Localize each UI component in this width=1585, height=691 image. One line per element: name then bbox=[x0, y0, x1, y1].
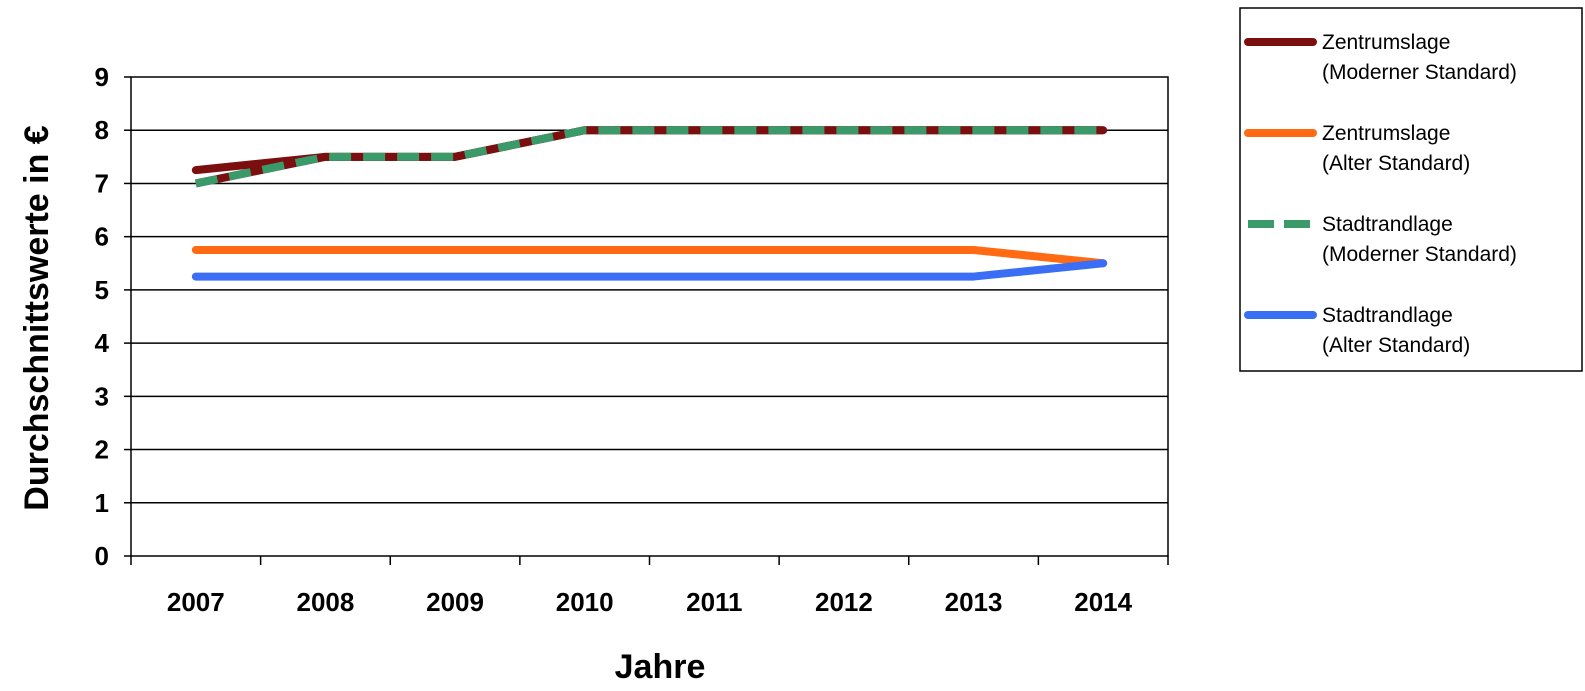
y-tick-label: 6 bbox=[95, 222, 109, 252]
y-axis-title: Durchschnittswerte in € bbox=[18, 125, 56, 511]
y-tick-label: 1 bbox=[95, 488, 109, 518]
series-line-0 bbox=[191, 126, 1108, 175]
x-tick-label: 2008 bbox=[297, 587, 355, 617]
legend-label-1-line2: (Alter Standard) bbox=[1322, 152, 1470, 175]
legend-label-2-line1: Stadtrandlage bbox=[1322, 213, 1453, 236]
x-tick-label: 2014 bbox=[1074, 587, 1132, 617]
y-tick-labels: 0 1 2 3 4 5 6 7 8 9 bbox=[95, 62, 110, 571]
legend-label-1-line1: Zentrumslage bbox=[1322, 122, 1450, 145]
y-tick-label: 3 bbox=[95, 381, 109, 411]
x-tick-label: 2011 bbox=[686, 587, 742, 617]
grid-lines bbox=[131, 129, 1168, 504]
x-tick-label: 2012 bbox=[815, 587, 873, 617]
legend-label-0-line2: (Moderner Standard) bbox=[1322, 61, 1517, 84]
x-tick-labels: 2007 2008 2009 2010 2011 2012 2013 2014 bbox=[167, 587, 1133, 617]
y-tick-label: 7 bbox=[95, 168, 109, 198]
x-axis-title: Jahre bbox=[615, 648, 706, 686]
y-tick-label: 4 bbox=[95, 328, 110, 358]
series-line-1 bbox=[191, 245, 1108, 268]
y-tick-label: 5 bbox=[95, 275, 109, 305]
plot-frame bbox=[130, 76, 1169, 557]
y-tick-label: 9 bbox=[95, 62, 109, 92]
y-tick-label: 0 bbox=[95, 541, 109, 571]
legend-label-2-line2: (Moderner Standard) bbox=[1322, 243, 1517, 266]
x-tick-label: 2009 bbox=[426, 587, 484, 617]
legend-label-3-line1: Stadtrandlage bbox=[1322, 304, 1453, 327]
legend-label-3-line2: (Alter Standard) bbox=[1322, 334, 1470, 357]
y-tick-label: 2 bbox=[95, 435, 109, 465]
series-line-3 bbox=[191, 259, 1108, 281]
y-tick-label: 8 bbox=[95, 115, 109, 145]
axes bbox=[124, 76, 1169, 565]
legend-frame bbox=[1239, 7, 1583, 372]
legend-label-0-line1: Zentrumslage bbox=[1322, 31, 1450, 54]
legend: Zentrumslage (Moderner Standard) Zentrumsl… bbox=[1239, 7, 1583, 372]
x-tick-label: 2007 bbox=[167, 587, 225, 617]
series-lines bbox=[191, 126, 1108, 281]
series-line-2 bbox=[195, 126, 1104, 188]
x-tick-label: 2010 bbox=[556, 587, 614, 617]
x-tick-label: 2013 bbox=[945, 587, 1003, 617]
